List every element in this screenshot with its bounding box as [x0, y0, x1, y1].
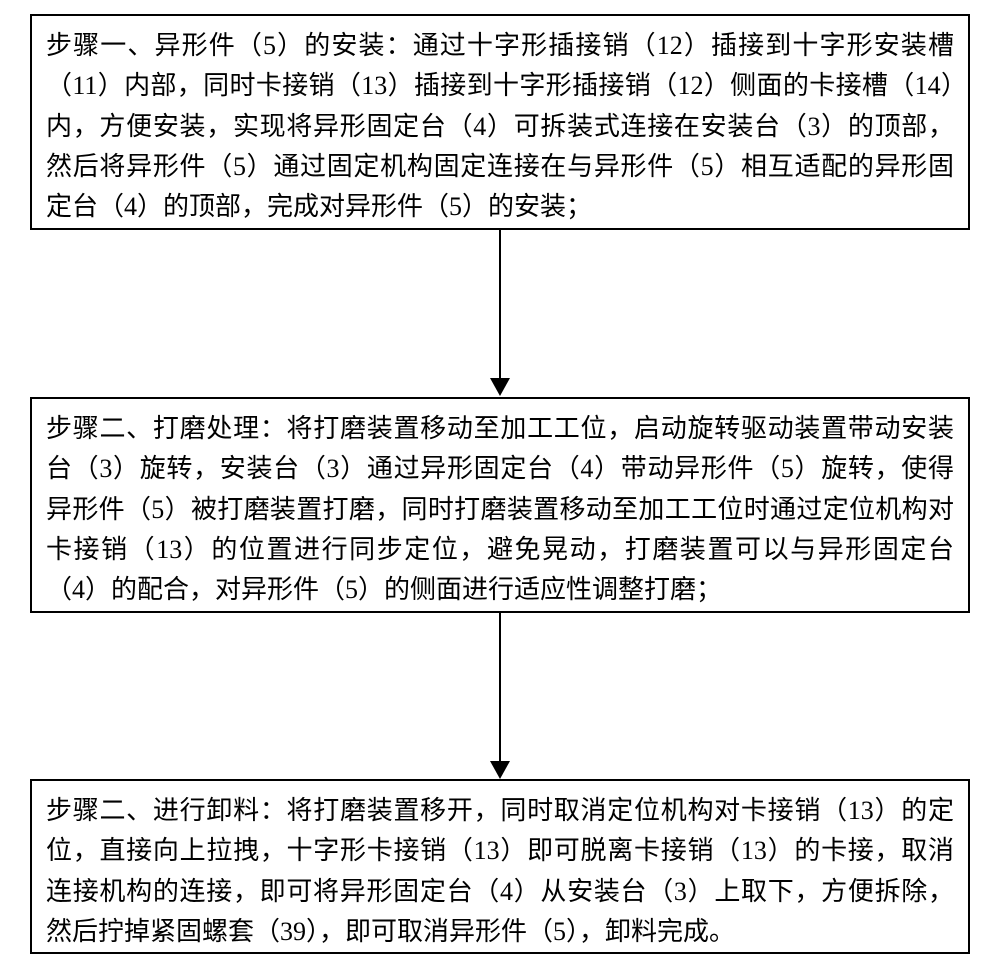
- flowchart-step-3: 步骤二、进行卸料：将打磨装置移开，同时取消定位机构对卡接销（13）的定位，直接向…: [30, 779, 970, 954]
- arrow-head-2-3: [490, 761, 510, 779]
- arrow-line-1-2: [499, 230, 501, 378]
- flowchart-canvas: 步骤一、异形件（5）的安装：通过十字形插接销（12）插接到十字形安装槽（11）内…: [0, 0, 1000, 962]
- flowchart-step-2: 步骤二、打磨处理：将打磨装置移动至加工工位，启动旋转驱动装置带动安装台（3）旋转…: [30, 397, 970, 613]
- arrow-head-1-2: [490, 378, 510, 396]
- arrow-line-2-3: [499, 613, 501, 761]
- flowchart-step-1: 步骤一、异形件（5）的安装：通过十字形插接销（12）插接到十字形安装槽（11）内…: [30, 14, 970, 230]
